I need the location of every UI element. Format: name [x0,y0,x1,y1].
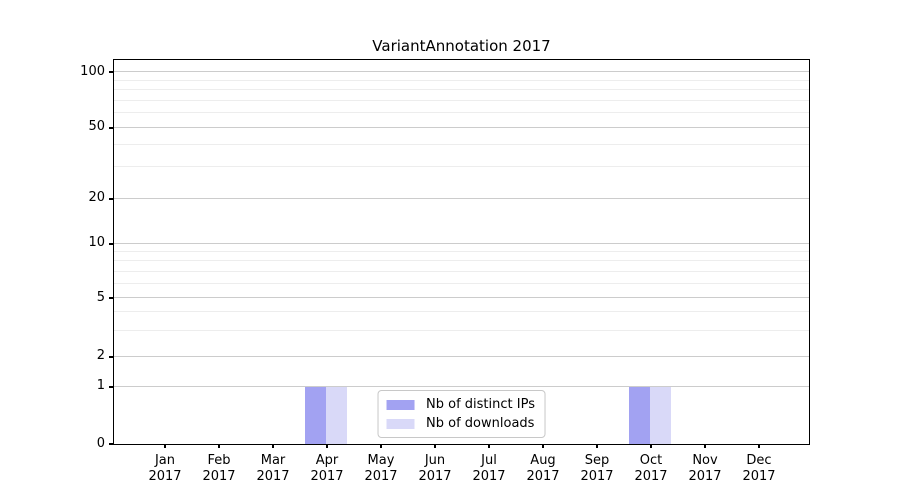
legend-label: Nb of distinct IPs [426,397,535,412]
bar-downloads [650,387,671,444]
bar-distinct-ips [305,387,326,444]
x-tick-label: Apr 2017 [297,453,357,485]
y-tick-mark [109,198,113,200]
x-label-year: 2017 [580,469,614,484]
x-label-month: Feb [207,453,231,468]
x-tick-label: Sep 2017 [567,453,627,485]
y-tick-mark [109,386,113,388]
x-label-year: 2017 [256,469,290,484]
x-label-month: Aug [530,453,556,468]
legend-row: Nb of distinct IPs [386,397,535,412]
x-tick-label: Feb 2017 [189,453,249,485]
y-tick-label: 2 [96,348,105,363]
y-tick-mark [109,71,113,73]
x-tick-label: Aug 2017 [513,453,573,485]
x-tick-mark [704,444,706,448]
y-tick-label: 0 [96,436,105,451]
x-label-month: Sep [584,453,610,468]
y-tick-mark [109,297,113,299]
x-tick-mark [596,444,598,448]
x-tick-label: May 2017 [351,453,411,485]
legend-label: Nb of downloads [426,416,535,431]
x-label-month: Jan [154,453,176,468]
y-tick-label: 50 [88,119,105,134]
y-tick-label: 10 [88,235,105,250]
plot-area: Nb of distinct IPs Nb of downloads [113,59,810,445]
x-label-month: Jun [424,453,446,468]
y-tick-mark [109,127,113,129]
x-tick-label: Nov 2017 [675,453,735,485]
x-tick-mark [488,444,490,448]
x-label-year: 2017 [202,469,236,484]
x-label-year: 2017 [688,469,722,484]
chart-title: VariantAnnotation 2017 [372,37,551,55]
x-tick-label: Dec 2017 [729,453,789,485]
y-tick-label: 20 [88,190,105,205]
x-label-year: 2017 [634,469,668,484]
x-label-year: 2017 [148,469,182,484]
x-tick-label: Jun 2017 [405,453,465,485]
x-label-month: Mar [260,453,286,468]
legend-swatch [386,418,415,429]
x-label-month: Dec [746,453,772,468]
y-tick-label: 5 [96,290,105,305]
y-tick-mark [109,356,113,358]
x-label-year: 2017 [472,469,506,484]
x-label-month: Oct [639,453,663,468]
x-tick-mark [218,444,220,448]
bar-downloads [326,387,347,444]
x-tick-mark [542,444,544,448]
y-tick-label: 100 [80,64,105,79]
bar-distinct-ips [629,387,650,444]
legend: Nb of distinct IPs Nb of downloads [377,390,546,438]
legend-row: Nb of downloads [386,416,535,431]
y-tick-mark [109,243,113,245]
x-tick-mark [434,444,436,448]
x-label-year: 2017 [364,469,398,484]
x-label-year: 2017 [742,469,776,484]
x-label-year: 2017 [310,469,344,484]
x-tick-label: Jul 2017 [459,453,519,485]
x-tick-label: Mar 2017 [243,453,303,485]
x-tick-mark [164,444,166,448]
legend-swatch [386,399,415,410]
x-label-year: 2017 [526,469,560,484]
y-tick-mark [109,443,113,445]
y-tick-label: 1 [96,378,105,393]
x-tick-mark [380,444,382,448]
x-label-month: Jul [481,453,497,468]
x-tick-label: Oct 2017 [621,453,681,485]
bar-layer [114,60,809,444]
x-label-month: May [367,453,395,468]
x-tick-mark [650,444,652,448]
x-label-month: Apr [315,453,339,468]
x-tick-mark [272,444,274,448]
x-tick-label: Jan 2017 [135,453,195,485]
x-label-year: 2017 [418,469,452,484]
x-tick-mark [758,444,760,448]
x-label-month: Nov [692,453,718,468]
x-tick-mark [326,444,328,448]
